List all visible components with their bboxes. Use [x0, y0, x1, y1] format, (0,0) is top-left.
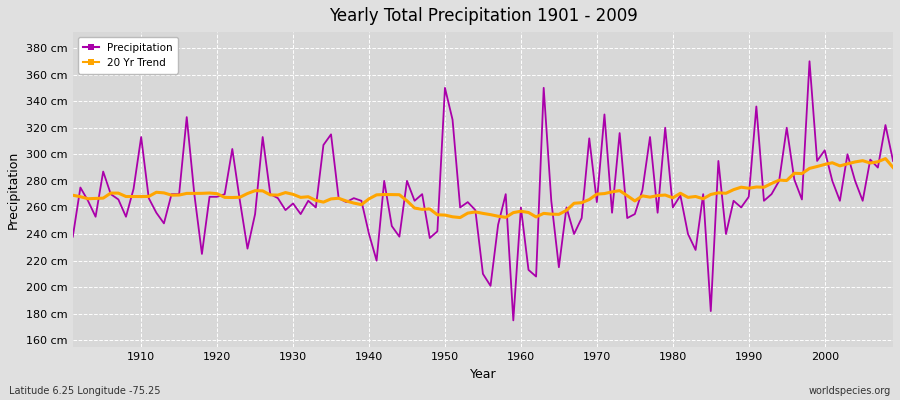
Legend: Precipitation, 20 Yr Trend: Precipitation, 20 Yr Trend — [78, 37, 178, 74]
Text: Latitude 6.25 Longitude -75.25: Latitude 6.25 Longitude -75.25 — [9, 386, 160, 396]
Text: worldspecies.org: worldspecies.org — [809, 386, 891, 396]
Title: Yearly Total Precipitation 1901 - 2009: Yearly Total Precipitation 1901 - 2009 — [328, 7, 637, 25]
X-axis label: Year: Year — [470, 368, 496, 381]
Y-axis label: Precipitation: Precipitation — [7, 150, 20, 229]
